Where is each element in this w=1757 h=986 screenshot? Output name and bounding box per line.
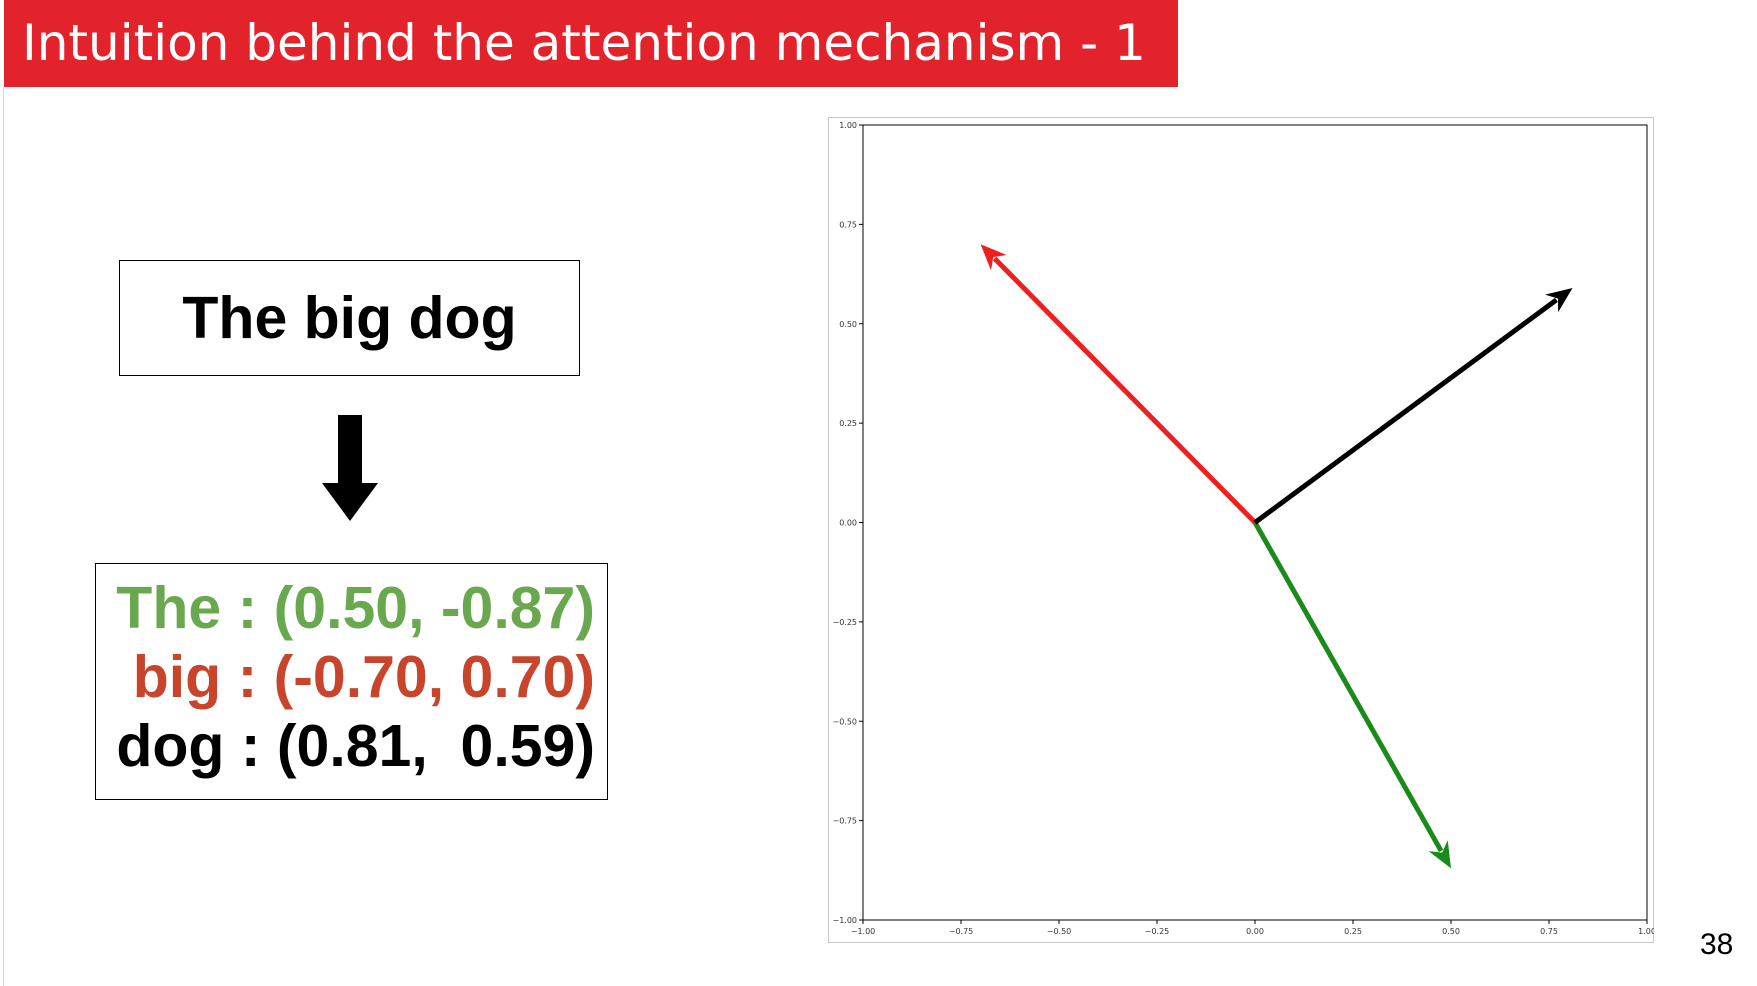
y-tick-label: −0.25 — [832, 618, 857, 627]
down-arrow-icon — [322, 415, 378, 521]
vector-arrow-2 — [1253, 287, 1573, 525]
x-tick-label: 0.75 — [1540, 927, 1558, 936]
x-tick-label: −1.00 — [851, 927, 876, 936]
arrow-shaft — [1252, 521, 1444, 853]
x-tick-label: 0.50 — [1442, 927, 1460, 936]
vector-arrow-1 — [980, 244, 1257, 525]
arrow-head — [1428, 840, 1451, 869]
slide-title: Intuition behind the attention mechanism… — [4, 0, 1178, 87]
vector-list: The : (0.50, -0.87) big : (-0.70, 0.70) … — [95, 563, 608, 800]
page-number: 38 — [1700, 928, 1734, 961]
y-tick-label: 0.50 — [839, 320, 857, 329]
x-tick-label: 0.25 — [1344, 927, 1362, 936]
x-tick-label: −0.25 — [1145, 927, 1170, 936]
arrow-shaft — [1253, 297, 1558, 525]
sentence-text: The big dog — [182, 285, 517, 351]
vector-chart: −1.00 −0.75 −0.50 −0.25 0.00 0.25 0.50 0.75 1.00… — [828, 117, 1654, 943]
arrow-head — [980, 244, 1007, 271]
sentence-box: The big dog — [119, 260, 580, 376]
y-tick-label: −0.75 — [832, 817, 857, 826]
slide-left-border — [3, 87, 4, 986]
y-tick-label: 0.75 — [839, 220, 857, 229]
vector-dog: dog : (0.81, 0.59) — [116, 713, 595, 779]
y-tick-label: 1.00 — [839, 121, 857, 130]
x-tick-label: 0.00 — [1246, 927, 1264, 936]
vector-big: big : (-0.70, 0.70) — [132, 644, 595, 710]
arrow-head — [1545, 287, 1573, 313]
x-tick-label: −0.75 — [949, 927, 974, 936]
chart-frame — [828, 117, 1654, 943]
y-tick-label: 0.25 — [839, 419, 857, 428]
y-tick-label: −1.00 — [832, 916, 857, 925]
x-tick-label: −0.50 — [1047, 927, 1072, 936]
vector-the: The : (0.50, -0.87) — [116, 575, 595, 641]
y-tick-label: 0.00 — [839, 519, 857, 528]
x-tick-label: 1.00 — [1638, 927, 1654, 936]
y-tick-label: −0.50 — [832, 717, 857, 726]
vector-arrow-0 — [1252, 521, 1451, 869]
chart-svg: −1.00 −0.75 −0.50 −0.25 0.00 0.25 0.50 0.75 1.00… — [832, 121, 1654, 936]
arrow-shaft — [992, 256, 1257, 525]
